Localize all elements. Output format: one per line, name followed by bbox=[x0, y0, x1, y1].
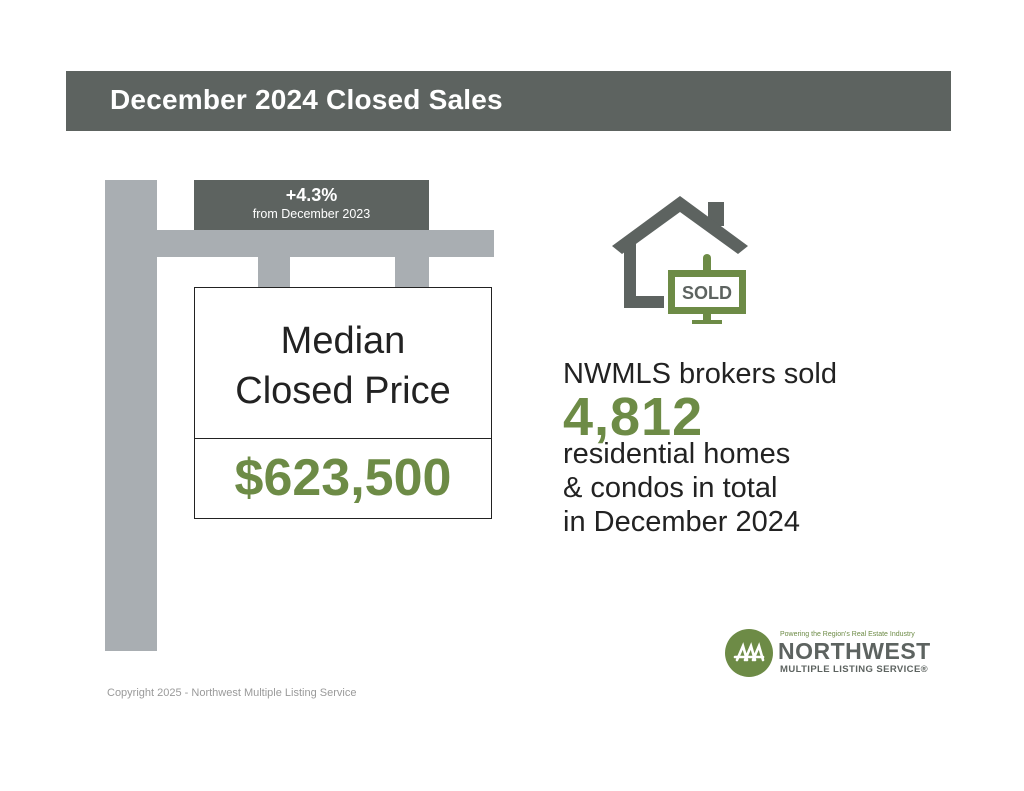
sold-sign-text: SOLD bbox=[682, 283, 732, 303]
median-price-label-line1: Median bbox=[280, 320, 406, 362]
sign-post-arm bbox=[105, 230, 494, 257]
change-badge: +4.3% from December 2023 bbox=[194, 180, 429, 230]
homes-sold-count: 4,812 bbox=[563, 387, 704, 447]
change-label: from December 2023 bbox=[252, 207, 371, 221]
sign-divider bbox=[195, 438, 491, 439]
median-price-label-line2: Closed Price bbox=[235, 370, 451, 412]
stat-description: residential homes & condos in total in D… bbox=[563, 437, 800, 539]
sign-post-vertical bbox=[105, 180, 157, 651]
sign-hanger-left bbox=[258, 257, 290, 287]
stat-description-line2: & condos in total bbox=[563, 472, 778, 504]
logo-subtitle: MULTIPLE LISTING SERVICE® bbox=[780, 664, 929, 675]
sign-hanger-right bbox=[395, 257, 429, 287]
header-bar: December 2024 Closed Sales bbox=[66, 71, 951, 131]
change-value: +4.3% bbox=[285, 185, 338, 205]
median-price-value: $623,500 bbox=[234, 449, 452, 507]
median-price-sign: Median Closed Price $623,500 bbox=[194, 287, 492, 519]
stat-description-line1: residential homes bbox=[563, 438, 791, 470]
stat-description-line3: in December 2024 bbox=[563, 506, 800, 538]
logo-tagline: Powering the Region's Real Estate Indust… bbox=[780, 631, 915, 638]
house-sold-icon: SOLD bbox=[612, 196, 748, 324]
median-price-label: Median Closed Price bbox=[195, 316, 491, 416]
stat-intro: NWMLS brokers sold bbox=[563, 358, 837, 390]
page-title: December 2024 Closed Sales bbox=[110, 84, 503, 115]
logo-name: NORTHWEST bbox=[778, 638, 931, 664]
nwmls-logo-icon bbox=[725, 629, 773, 677]
copyright-text: Copyright 2025 - Northwest Multiple List… bbox=[107, 687, 357, 699]
